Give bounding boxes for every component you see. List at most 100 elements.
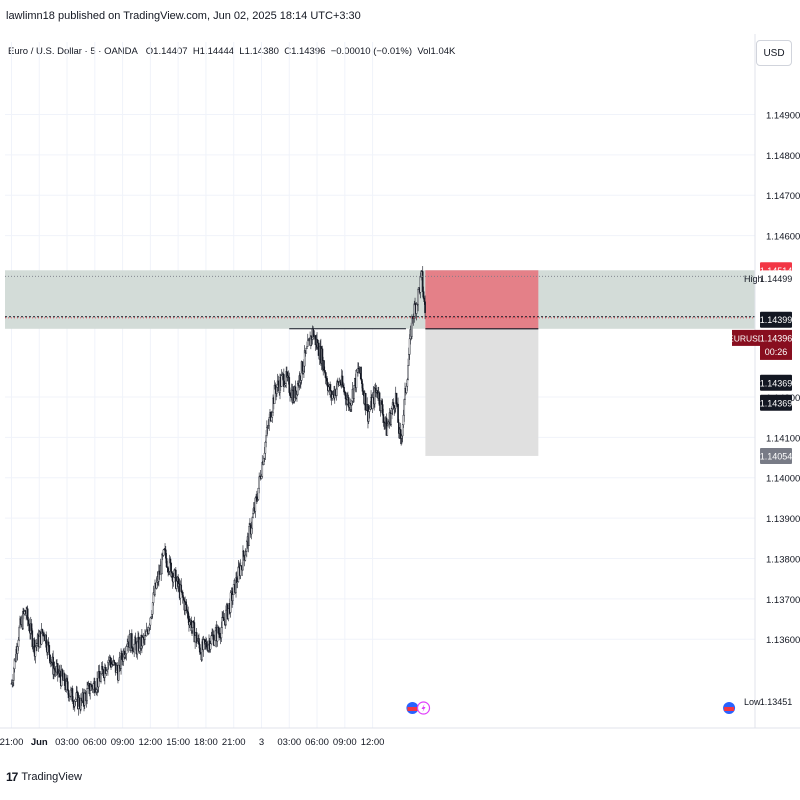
candle-body (266, 427, 268, 436)
candle-body (263, 452, 266, 459)
candle-body (371, 397, 374, 409)
candle-body (213, 640, 216, 646)
currency-button[interactable]: USD (756, 40, 792, 66)
candle-body (38, 636, 41, 648)
candle-body (101, 666, 104, 670)
candle-body (12, 668, 15, 681)
candle-body (70, 689, 72, 697)
candle-body (45, 634, 48, 648)
candle-body (161, 554, 163, 575)
candle-body (420, 270, 423, 278)
event-markers[interactable] (406, 701, 736, 715)
candle-body (270, 417, 273, 422)
candle-body (92, 683, 95, 690)
candle-body (284, 383, 287, 386)
candle-body (43, 632, 45, 637)
candle-body (248, 525, 250, 547)
candle-body (100, 673, 102, 682)
candle-body (214, 630, 216, 641)
candle-body (260, 476, 263, 479)
high-value-tag-bg (760, 270, 792, 287)
last-price-tag: 1.14396 (760, 333, 793, 343)
candle-body (94, 681, 96, 693)
candle-body (413, 303, 416, 319)
candle-body (288, 377, 291, 393)
candle-body (423, 297, 426, 302)
candle-body (34, 646, 37, 657)
horizontal-lines (5, 275, 755, 330)
symbol-tag-bg (732, 329, 760, 346)
candle-body (405, 385, 408, 393)
price-tick-label: 1.13700 (766, 595, 800, 606)
lightning-glyph (421, 704, 426, 712)
candle-body (399, 429, 402, 439)
publish-credit: lawlimn18 published on TradingView.com, … (6, 10, 361, 22)
candle-body (220, 627, 223, 639)
candle-body (331, 394, 334, 399)
candle-body (343, 386, 345, 393)
candle-body (364, 392, 367, 411)
candle-body (274, 384, 277, 390)
candle-body (237, 566, 240, 582)
candle-body (369, 406, 372, 410)
candle-body (31, 630, 34, 648)
candle-body (386, 425, 389, 436)
candle-body (303, 365, 305, 372)
candle-body (172, 577, 175, 583)
candle-body (87, 684, 89, 689)
candle-body (90, 684, 93, 688)
price-axis[interactable]: 1.149001.148001.147001.146001.142001.141… (754, 34, 800, 728)
candle-body (353, 385, 355, 399)
volume-value: Vol1.04K (417, 46, 456, 57)
candle-body (198, 644, 201, 653)
candle-body (53, 668, 56, 671)
target-tag: 1.14054 (760, 451, 793, 461)
candle-body (361, 383, 364, 392)
short-position-tool[interactable] (425, 270, 539, 456)
candle-body (326, 378, 328, 386)
candle-body (78, 697, 81, 707)
grid-lines (5, 42, 755, 728)
us-flag-stripe (407, 707, 418, 711)
candle-body (131, 633, 133, 649)
us-flag-stripe (724, 707, 735, 711)
candle-body (107, 659, 110, 663)
low-value-tag-bg (760, 693, 792, 710)
footer-brand: 17 TradingView (6, 770, 82, 784)
candle-body (83, 692, 86, 706)
price-tick-label: 1.13900 (766, 514, 800, 525)
supply-zone[interactable] (5, 270, 755, 329)
candle-body (125, 646, 128, 654)
candle-body (264, 441, 267, 454)
candle-body (317, 342, 320, 356)
candle-body (30, 623, 33, 631)
price-chart[interactable]: 1.149001.148001.147001.146001.142001.141… (0, 0, 800, 770)
candle-body (391, 408, 393, 414)
candle-body (217, 627, 220, 634)
time-axis[interactable]: 21:00 Jun 03:00 06:00 09:00 12:00 15:00 18:00 21… (0, 727, 800, 748)
candle-body (289, 392, 291, 396)
stop-loss-area (425, 270, 539, 329)
candle-body (16, 646, 19, 654)
candle-body (392, 402, 395, 406)
candle-body (107, 662, 109, 670)
candle-body (232, 584, 235, 595)
candle-body (360, 366, 362, 380)
price-tags: 1.145141.14499High1.14399EURUSD1.1439600… (728, 262, 793, 710)
candle-body (67, 681, 69, 691)
candle-body (181, 591, 184, 598)
candle-body (185, 604, 188, 611)
candle-body (280, 375, 283, 387)
time-tick-label: 09:00 (111, 737, 135, 748)
candle-body (26, 608, 29, 621)
symbol-name[interactable]: Euro / U.S. Dollar · 5 · OANDA (8, 46, 138, 57)
candle-body (390, 413, 392, 425)
time-tick-label: 06:00 (305, 737, 329, 748)
candle-body (75, 692, 78, 700)
brand-name: TradingView (21, 771, 82, 783)
candle-body (180, 584, 183, 592)
candle-body (287, 375, 290, 378)
candle-body (148, 627, 150, 634)
candle-body (48, 645, 51, 656)
candle-body (102, 669, 105, 676)
